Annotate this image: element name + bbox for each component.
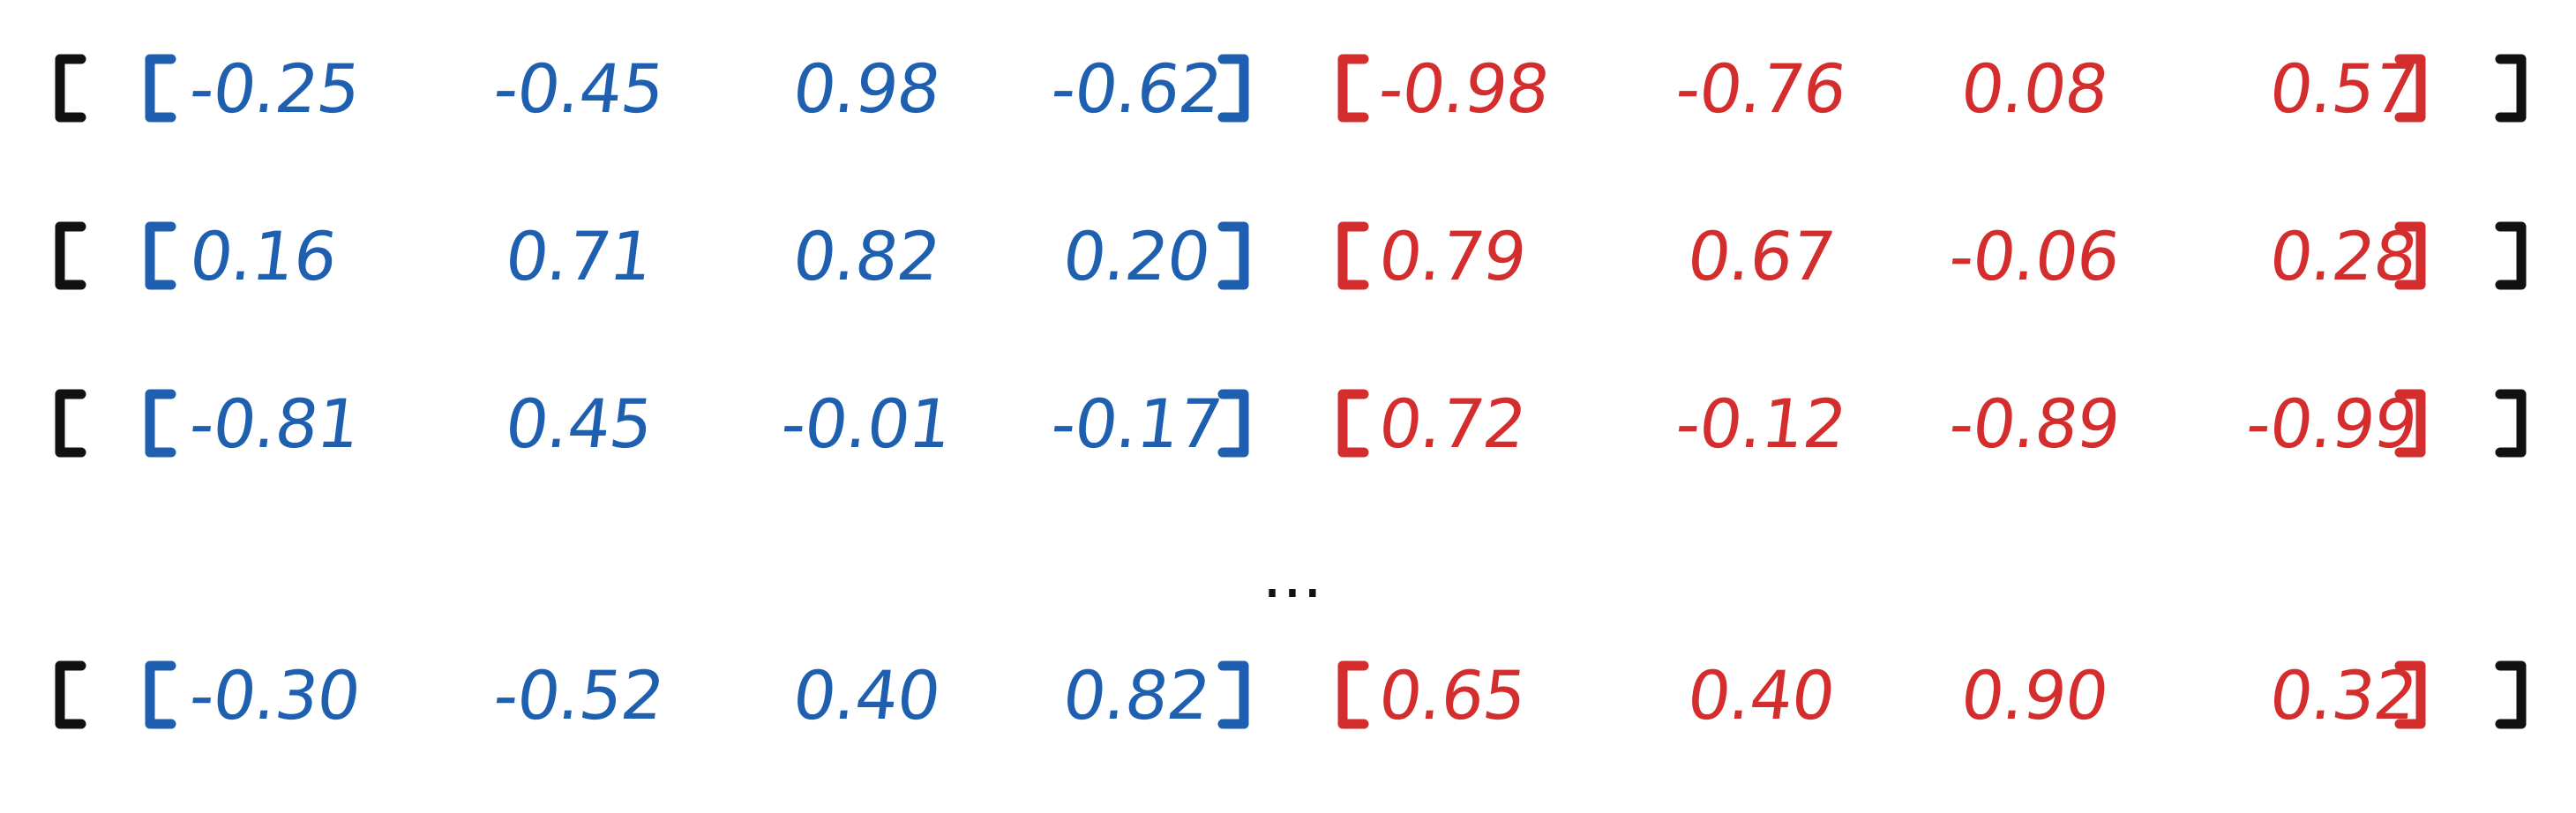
blue-right-bracket-icon bbox=[1216, 389, 1253, 458]
outer-right-bracket-icon bbox=[2493, 660, 2530, 729]
blue-left-bracket-icon bbox=[141, 221, 178, 290]
blue-value-3: 0.40 bbox=[789, 656, 945, 735]
red-left-bracket-icon bbox=[1334, 660, 1371, 729]
red-value-3: 0.08 bbox=[1957, 49, 2113, 128]
outer-right-bracket-icon bbox=[2493, 389, 2530, 458]
matrix-row-1: -0.25 -0.45 0.98 -0.62 -0.98 -0.76 0.08 … bbox=[0, 21, 2576, 153]
blue-value-3: 0.82 bbox=[789, 217, 945, 295]
red-value-2: 0.40 bbox=[1683, 656, 1839, 735]
blue-value-2: 0.45 bbox=[501, 384, 657, 463]
blue-right-bracket-icon bbox=[1216, 221, 1253, 290]
outer-left-bracket-icon bbox=[51, 660, 88, 729]
red-right-bracket-icon bbox=[2393, 660, 2430, 729]
blue-value-1: -0.81 bbox=[185, 384, 364, 463]
matrix-row-2: 0.16 0.71 0.82 0.20 0.79 0.67 -0.06 0.28 bbox=[0, 189, 2576, 321]
red-value-2: -0.12 bbox=[1671, 384, 1851, 463]
red-right-bracket-icon bbox=[2393, 389, 2430, 458]
red-value-2: 0.67 bbox=[1683, 217, 1839, 295]
red-value-1: 0.72 bbox=[1374, 384, 1531, 463]
red-value-1: 0.65 bbox=[1374, 656, 1531, 735]
matrix-row-4: -0.30 -0.52 0.40 0.82 0.65 0.40 0.90 0.3… bbox=[0, 628, 2576, 760]
blue-value-3: 0.98 bbox=[789, 49, 945, 128]
ellipsis: ... bbox=[1262, 538, 1323, 612]
outer-left-bracket-icon bbox=[51, 54, 88, 123]
blue-left-bracket-icon bbox=[141, 389, 178, 458]
red-value-1: -0.98 bbox=[1374, 49, 1554, 128]
red-right-bracket-icon bbox=[2393, 54, 2430, 123]
outer-left-bracket-icon bbox=[51, 221, 88, 290]
matrix-row-3: -0.81 0.45 -0.01 -0.17 0.72 -0.12 -0.89 … bbox=[0, 356, 2576, 489]
red-value-4: 0.32 bbox=[2265, 656, 2422, 735]
blue-left-bracket-icon bbox=[141, 660, 178, 729]
red-left-bracket-icon bbox=[1334, 221, 1371, 290]
blue-value-1: -0.30 bbox=[185, 656, 364, 735]
red-value-4: -0.99 bbox=[2242, 384, 2422, 463]
blue-left-bracket-icon bbox=[141, 54, 178, 123]
red-value-4: 0.57 bbox=[2265, 49, 2422, 128]
blue-value-2: -0.45 bbox=[489, 49, 669, 128]
blue-right-bracket-icon bbox=[1216, 660, 1253, 729]
outer-right-bracket-icon bbox=[2493, 54, 2530, 123]
blue-value-1: 0.16 bbox=[185, 217, 341, 295]
red-left-bracket-icon bbox=[1334, 389, 1371, 458]
red-value-1: 0.79 bbox=[1374, 217, 1531, 295]
blue-value-2: -0.52 bbox=[489, 656, 669, 735]
red-left-bracket-icon bbox=[1334, 54, 1371, 123]
blue-value-1: -0.25 bbox=[185, 49, 364, 128]
red-value-3: -0.89 bbox=[1944, 384, 2124, 463]
red-value-4: 0.28 bbox=[2265, 217, 2422, 295]
red-value-3: -0.06 bbox=[1944, 217, 2124, 295]
red-right-bracket-icon bbox=[2393, 221, 2430, 290]
blue-value-3: -0.01 bbox=[776, 384, 956, 463]
blue-value-2: 0.71 bbox=[501, 217, 657, 295]
outer-left-bracket-icon bbox=[51, 389, 88, 458]
blue-right-bracket-icon bbox=[1216, 54, 1253, 123]
outer-right-bracket-icon bbox=[2493, 221, 2530, 290]
red-value-3: 0.90 bbox=[1957, 656, 2113, 735]
red-value-2: -0.76 bbox=[1671, 49, 1851, 128]
